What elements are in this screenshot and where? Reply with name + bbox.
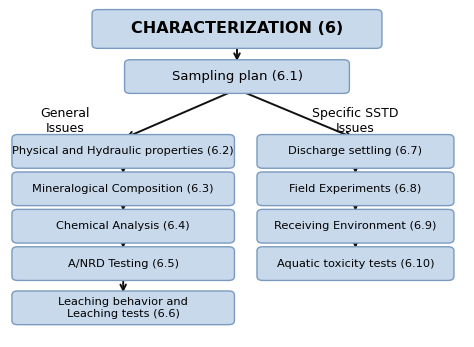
Text: General
Issues: General Issues — [40, 107, 90, 135]
FancyBboxPatch shape — [12, 291, 235, 325]
Text: Receiving Environment (6.9): Receiving Environment (6.9) — [274, 221, 437, 231]
FancyBboxPatch shape — [12, 135, 235, 168]
Text: CHARACTERIZATION (6): CHARACTERIZATION (6) — [131, 22, 343, 36]
FancyBboxPatch shape — [12, 209, 235, 243]
FancyBboxPatch shape — [257, 172, 454, 206]
Text: Mineralogical Composition (6.3): Mineralogical Composition (6.3) — [32, 184, 214, 194]
Text: Discharge settling (6.7): Discharge settling (6.7) — [289, 146, 422, 156]
FancyBboxPatch shape — [92, 10, 382, 48]
FancyBboxPatch shape — [125, 60, 349, 93]
FancyBboxPatch shape — [257, 247, 454, 280]
Text: Chemical Analysis (6.4): Chemical Analysis (6.4) — [56, 221, 190, 231]
FancyBboxPatch shape — [257, 135, 454, 168]
FancyBboxPatch shape — [12, 247, 235, 280]
Text: Field Experiments (6.8): Field Experiments (6.8) — [289, 184, 421, 194]
Text: Specific SSTD
Issues: Specific SSTD Issues — [312, 107, 399, 135]
FancyBboxPatch shape — [257, 209, 454, 243]
Text: Physical and Hydraulic properties (6.2): Physical and Hydraulic properties (6.2) — [12, 146, 234, 156]
FancyBboxPatch shape — [12, 172, 235, 206]
Text: A/NRD Testing (6.5): A/NRD Testing (6.5) — [68, 259, 179, 269]
Text: Aquatic toxicity tests (6.10): Aquatic toxicity tests (6.10) — [277, 259, 434, 269]
Text: Leaching behavior and
Leaching tests (6.6): Leaching behavior and Leaching tests (6.… — [58, 297, 188, 319]
Text: Sampling plan (6.1): Sampling plan (6.1) — [172, 70, 302, 83]
